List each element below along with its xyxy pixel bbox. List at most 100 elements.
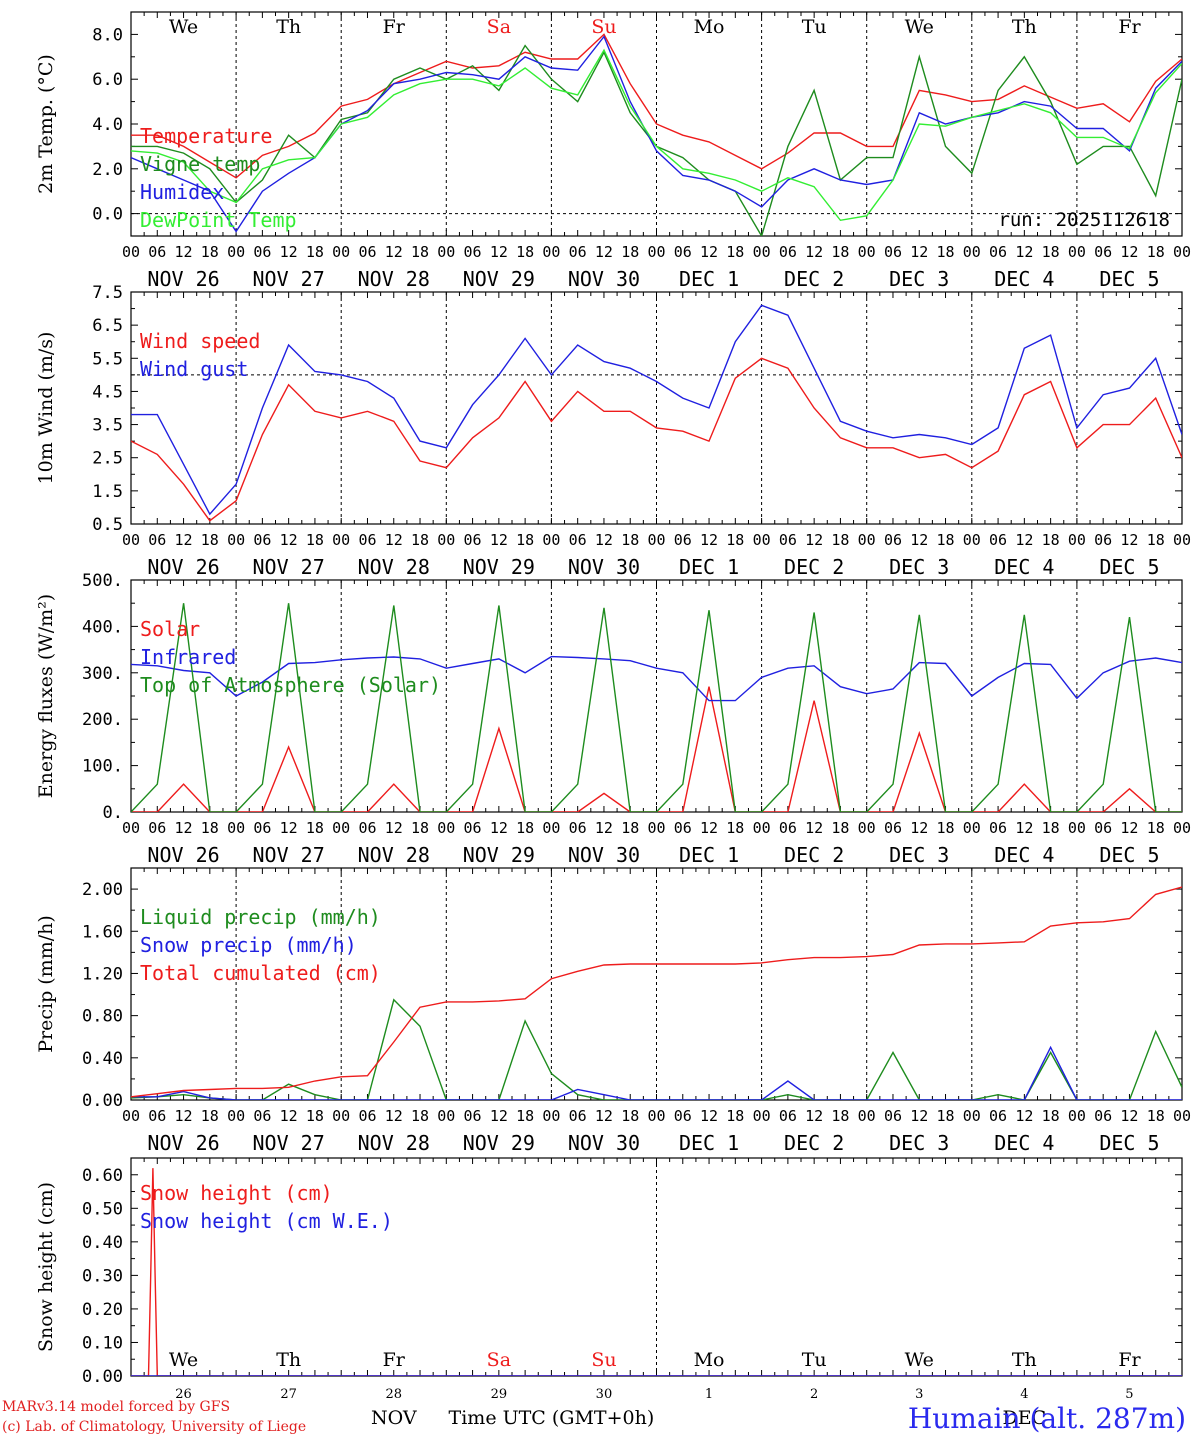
- x-tick-label: 06: [884, 819, 902, 837]
- time-axis-title: Time UTC (GMT+0h): [449, 1407, 655, 1429]
- date-label: DEC 3: [889, 555, 949, 579]
- date-label: NOV 27: [253, 267, 325, 291]
- x-tick-label: 12: [1120, 531, 1138, 549]
- date-label: NOV 26: [147, 555, 219, 579]
- x-tick-label: 18: [201, 243, 219, 261]
- date-label: DEC 2: [784, 555, 844, 579]
- y-tick-label: 0.60: [82, 1166, 123, 1186]
- x-tick-label: 18: [306, 531, 324, 549]
- y-tick-label: 6.0: [92, 70, 123, 90]
- x-tick-label: 18: [1042, 819, 1060, 837]
- x-tick-label: 18: [726, 531, 744, 549]
- x-tick-label: 06: [464, 531, 482, 549]
- x-tick-label: 00: [437, 243, 455, 261]
- date-label: NOV 28: [358, 267, 430, 291]
- date-label: DEC 4: [994, 1131, 1054, 1155]
- x-tick-label: 18: [306, 1107, 324, 1125]
- x-tick-label: 18: [1042, 1107, 1060, 1125]
- y-tick-label: 200.: [82, 710, 123, 730]
- legend-entry: Infrared: [140, 645, 236, 669]
- date-label: NOV 29: [463, 843, 535, 867]
- x-tick-label: 00: [647, 243, 665, 261]
- x-tick-label: 00: [437, 1107, 455, 1125]
- x-tick-label: 18: [621, 1107, 639, 1125]
- series-line-humidex: [131, 35, 1182, 233]
- y-tick-label: 7.5: [92, 283, 123, 303]
- legend-entry: Snow height (cm): [140, 1181, 333, 1205]
- x-tick-label: 12: [910, 243, 928, 261]
- weekday-label: Th: [276, 1349, 301, 1371]
- date-label: NOV 28: [358, 555, 430, 579]
- x-tick-label: 12: [385, 1107, 403, 1125]
- x-tick-label: 18: [1147, 1107, 1165, 1125]
- x-tick-label: 00: [647, 1107, 665, 1125]
- x-tick-label: 06: [569, 819, 587, 837]
- series-line-total-cumulated-cm-: [131, 886, 1182, 1098]
- x-tick-label: 12: [280, 819, 298, 837]
- x-tick-label: 06: [989, 243, 1007, 261]
- x-tick-label: 06: [358, 243, 376, 261]
- x-tick-label: 06: [779, 531, 797, 549]
- y-tick-label: 300.: [82, 664, 123, 684]
- y-tick-label: 2.00: [82, 880, 123, 900]
- x-tick-label: 12: [1015, 819, 1033, 837]
- x-tick-label: 18: [411, 819, 429, 837]
- x-tick-label: 00: [542, 243, 560, 261]
- x-tick-label: 12: [700, 531, 718, 549]
- date-label: DEC 5: [1099, 555, 1159, 579]
- day-number: 3: [915, 1387, 923, 1402]
- x-tick-label: 00: [963, 243, 981, 261]
- x-tick-label: 18: [201, 1107, 219, 1125]
- x-tick-label: 18: [201, 819, 219, 837]
- x-tick-label: 00: [858, 819, 876, 837]
- x-tick-label: 06: [358, 531, 376, 549]
- x-tick-label: 06: [674, 819, 692, 837]
- x-tick-label: 06: [989, 819, 1007, 837]
- x-tick-label: 12: [280, 243, 298, 261]
- x-tick-label: 00: [122, 1107, 140, 1125]
- x-tick-label: 18: [306, 243, 324, 261]
- x-tick-label: 18: [936, 819, 954, 837]
- x-tick-label: 12: [1015, 531, 1033, 549]
- legend-entry: Top of Atmosphere (Solar): [140, 673, 441, 697]
- x-tick-label: 06: [989, 531, 1007, 549]
- x-tick-label: 00: [227, 1107, 245, 1125]
- date-label: DEC 5: [1099, 1131, 1159, 1155]
- x-tick-label: 00: [332, 1107, 350, 1125]
- x-tick-label: 00: [858, 531, 876, 549]
- x-tick-label: 12: [805, 819, 823, 837]
- weekday-label: We: [905, 1349, 934, 1371]
- x-tick-label: 18: [621, 819, 639, 837]
- x-tick-label: 00: [1173, 1107, 1191, 1125]
- x-tick-label: 18: [516, 1107, 534, 1125]
- panel-4: [130, 867, 1183, 1101]
- date-label: DEC 2: [784, 843, 844, 867]
- weekday-label: Mo: [694, 16, 725, 38]
- x-tick-label: 18: [1147, 531, 1165, 549]
- y-tick-label: 0.30: [82, 1266, 123, 1286]
- x-tick-label: 06: [1094, 243, 1112, 261]
- x-tick-label: 06: [779, 243, 797, 261]
- x-tick-label: 18: [516, 819, 534, 837]
- x-tick-label: 18: [621, 531, 639, 549]
- x-tick-label: 12: [805, 531, 823, 549]
- date-label: NOV 27: [253, 555, 325, 579]
- x-tick-label: 06: [779, 1107, 797, 1125]
- x-tick-label: 00: [753, 1107, 771, 1125]
- series-line-top-of-atmosphere-solar-: [131, 603, 1182, 812]
- x-tick-label: 00: [963, 819, 981, 837]
- x-tick-label: 18: [411, 243, 429, 261]
- x-tick-label: 00: [1173, 819, 1191, 837]
- y-tick-label: 5.5: [92, 349, 123, 369]
- x-tick-label: 12: [910, 819, 928, 837]
- x-tick-label: 06: [569, 1107, 587, 1125]
- weekday-label: Tu: [802, 1349, 827, 1371]
- legend-entry: Total cumulated (cm): [140, 961, 381, 985]
- y-tick-label: 500.: [82, 571, 123, 591]
- x-tick-label: 00: [1068, 819, 1086, 837]
- x-tick-label: 18: [516, 243, 534, 261]
- weekday-label: Fr: [1118, 16, 1141, 38]
- x-tick-label: 06: [1094, 819, 1112, 837]
- weekday-label: We: [905, 16, 934, 38]
- x-tick-label: 00: [963, 531, 981, 549]
